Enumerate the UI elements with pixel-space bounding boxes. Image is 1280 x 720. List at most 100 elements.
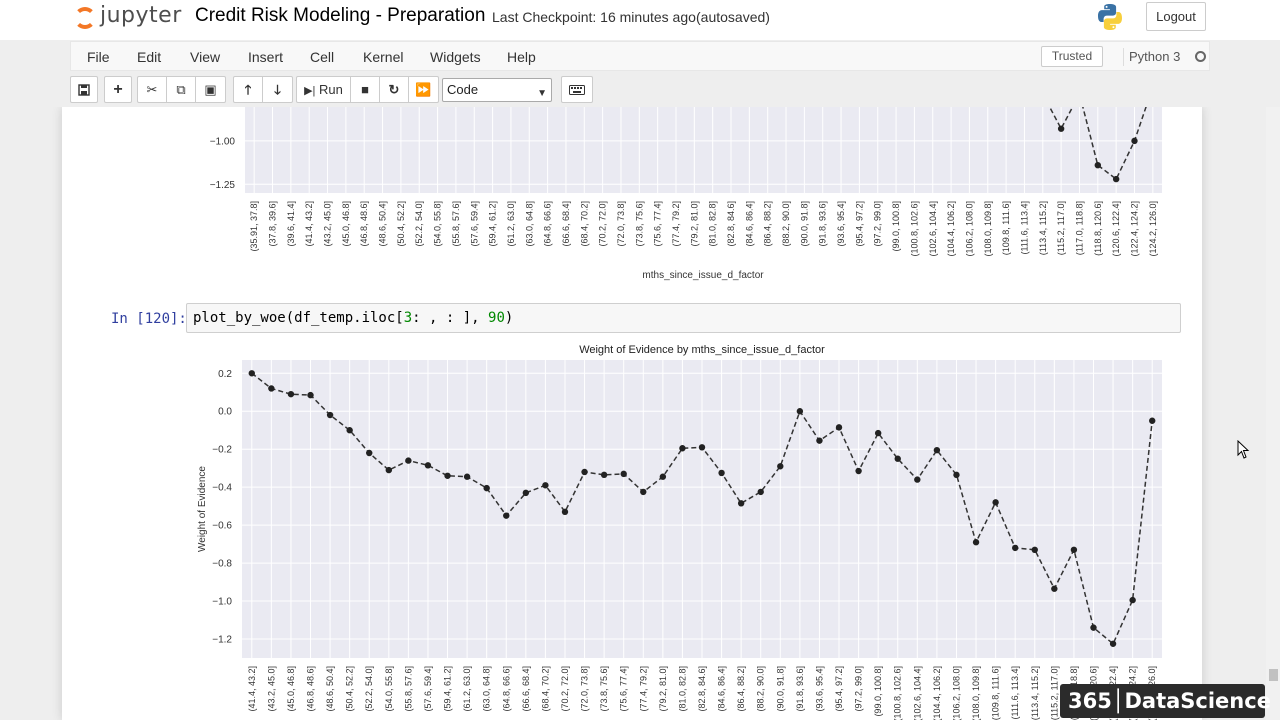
- y-tick-label: −1.0: [212, 597, 232, 608]
- data-point: [777, 463, 784, 470]
- data-point: [385, 466, 393, 474]
- notebook-title[interactable]: Credit Risk Modeling - Preparation: [195, 5, 486, 26]
- menu-edit[interactable]: Edit: [137, 49, 162, 65]
- x-tick-label: (77.4, 79.2]: [638, 666, 648, 712]
- header: jupyter Credit Risk Modeling - Preparati…: [0, 0, 1280, 40]
- x-tick-label: (108.0, 109.8]: [971, 666, 981, 720]
- data-point: [287, 390, 295, 398]
- cell-type-select[interactable]: Code ▼: [442, 78, 552, 102]
- x-tick-label: (99.0, 100.8]: [873, 666, 883, 717]
- x-tick-label: (52.2, 54.0]: [364, 666, 374, 712]
- x-tick-label: (55.8, 57.6]: [451, 201, 461, 247]
- x-tick-label: (108.0, 109.8]: [983, 201, 993, 257]
- x-tick-label: (115.2, 117.0]: [1056, 201, 1066, 255]
- data-point: [405, 457, 412, 464]
- y-axis-label: Weight of Evidence: [197, 466, 208, 552]
- scissors-icon: ✂: [146, 82, 158, 97]
- x-tick-label: (118.8, 120.6]: [1093, 201, 1103, 256]
- data-point: [1090, 624, 1097, 631]
- menu-cell[interactable]: Cell: [310, 49, 335, 65]
- insert-cell-button[interactable]: +: [104, 76, 132, 103]
- x-tick-label: (99.0, 100.8]: [891, 201, 901, 252]
- data-point: [444, 472, 451, 479]
- logout-button[interactable]: Logout: [1146, 2, 1206, 31]
- jupyter-logo-icon: [74, 7, 96, 29]
- data-point: [1131, 137, 1138, 145]
- y-tick-label: −0.4: [212, 483, 232, 494]
- woe-chart: Weight of Evidence by mths_since_issue_d…: [197, 344, 1162, 720]
- cell-type-value: Code: [447, 82, 479, 97]
- x-tick-label: (37.8, 39.6]: [268, 201, 278, 247]
- x-tick-label: (43.2, 45.0]: [266, 666, 276, 712]
- move-down-button[interactable]: 🡓: [263, 77, 292, 102]
- x-tick-label: (70.2, 72.0]: [598, 201, 608, 247]
- data-point: [463, 473, 471, 480]
- code-text[interactable]: plot_by_woe(df_temp.iloc[3: , : ], 90): [193, 310, 513, 326]
- restart-run-all-button[interactable]: ⏩: [409, 77, 438, 102]
- notebook-page: −0.75−1.00−1.25 (35.91, 37.8](37.8, 39.6…: [62, 107, 1202, 720]
- data-point: [855, 467, 862, 475]
- paste-icon: ▣: [204, 82, 217, 97]
- x-tick-label: (43.2, 45.0]: [323, 201, 333, 247]
- x-tick-label: (90.0, 91.8]: [799, 201, 809, 247]
- kernel-name[interactable]: Python 3: [1129, 49, 1181, 64]
- code-cell-input[interactable]: plot_by_woe(df_temp.iloc[3: , : ], 90): [186, 303, 1181, 333]
- x-tick-label: (75.6, 77.4]: [619, 666, 629, 712]
- restart-button[interactable]: ↻: [380, 77, 409, 102]
- trusted-indicator[interactable]: Trusted: [1041, 46, 1103, 67]
- x-tick-label: (102.6, 104.4]: [912, 666, 922, 720]
- toolbar: + ✂ ⧉ ▣ 🡑 🡓 ▶| Run ■ ↻ ⏩ Code ▼: [70, 76, 1210, 104]
- x-tick-label: (97.2, 99.0]: [873, 201, 883, 247]
- x-tick-label: (117.0, 118.8]: [1074, 201, 1084, 255]
- x-tick-label: (95.4, 97.2]: [834, 666, 844, 712]
- interrupt-button[interactable]: ■: [351, 77, 380, 102]
- x-tick-label: (50.4, 52.2]: [396, 201, 406, 247]
- plus-icon: +: [113, 81, 123, 98]
- run-button[interactable]: ▶| Run: [297, 77, 351, 102]
- menu-widgets[interactable]: Widgets: [430, 49, 481, 65]
- x-tick-label: (93.6, 95.4]: [836, 201, 846, 247]
- jupyter-logo-text: jupyter: [100, 3, 182, 28]
- menu-view[interactable]: View: [190, 49, 221, 65]
- x-tick-label: (63.0, 64.8]: [524, 201, 534, 247]
- paste-button[interactable]: ▣: [196, 77, 225, 102]
- y-tick-label: −0.6: [212, 521, 232, 532]
- scrollbar[interactable]: [1266, 107, 1280, 720]
- menu-help[interactable]: Help: [507, 49, 536, 65]
- cell-prompt: In [120]:: [111, 311, 187, 327]
- stop-icon: ■: [361, 82, 369, 97]
- x-tick-label: (39.6, 41.4]: [286, 201, 296, 247]
- data-point: [874, 429, 882, 437]
- x-tick-label: (59.4, 61.2]: [488, 201, 498, 247]
- menu-kernel[interactable]: Kernel: [363, 49, 404, 65]
- x-tick-label: (88.2, 90.0]: [756, 666, 766, 712]
- x-tick-label: (79.2, 81.0]: [658, 666, 668, 712]
- y-tick-label: 0.2: [218, 369, 232, 380]
- copy-button[interactable]: ⧉: [167, 77, 196, 102]
- cut-button[interactable]: ✂: [138, 77, 167, 102]
- x-tick-label: (61.2, 63.0]: [506, 201, 516, 247]
- keyboard-icon: [569, 85, 585, 95]
- y-tick-label: 0.0: [218, 407, 232, 418]
- save-button[interactable]: [70, 76, 98, 103]
- x-tick-label: (75.6, 77.4]: [653, 201, 663, 247]
- data-point: [737, 500, 745, 507]
- x-tick-label: (35.91, 37.8]: [249, 201, 259, 252]
- notebook-area[interactable]: −0.75−1.00−1.25 (35.91, 37.8](37.8, 39.6…: [0, 107, 1280, 720]
- x-tick-label: (73.8, 75.6]: [599, 666, 609, 712]
- move-up-button[interactable]: 🡑: [234, 77, 263, 102]
- command-palette-button[interactable]: [561, 76, 593, 103]
- menu-insert[interactable]: Insert: [248, 49, 284, 65]
- data-point: [503, 512, 510, 519]
- menu-file[interactable]: File: [87, 49, 110, 65]
- python-logo-icon: [1098, 4, 1122, 30]
- scrollbar-thumb[interactable]: [1269, 669, 1278, 681]
- chart-title: Weight of Evidence by mths_since_issue_d…: [579, 344, 825, 356]
- x-tick-label: (91.8, 93.6]: [795, 666, 805, 712]
- x-tick-label: (111.6, 113.4]: [1019, 201, 1029, 255]
- restart-icon: ↻: [388, 82, 400, 97]
- x-tick-label: (82.8, 84.6]: [697, 666, 707, 712]
- x-tick-label: (41.4, 43.2]: [304, 201, 314, 247]
- grid: [242, 360, 1162, 658]
- jupyter-logo[interactable]: jupyter: [74, 3, 184, 31]
